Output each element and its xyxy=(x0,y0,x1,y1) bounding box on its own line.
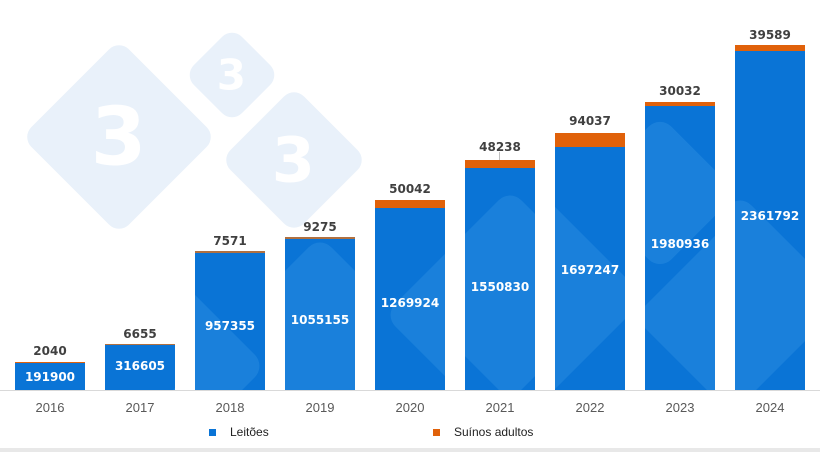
value-label-leitoes: 957355 xyxy=(204,319,256,333)
value-label-leitoes: 191900 xyxy=(24,370,76,384)
x-axis-line xyxy=(0,390,820,391)
x-tick-label: 2016 xyxy=(35,400,65,415)
bar-segment-leitoes xyxy=(735,51,805,390)
bar-segment-leitoes xyxy=(285,239,355,390)
bar-segment-leitoes xyxy=(555,147,625,390)
x-tick-label: 2021 xyxy=(485,400,515,415)
value-label-adultos: 9275 xyxy=(303,220,337,234)
watermark-logo-large: 3 xyxy=(21,39,217,235)
bar-2024[interactable]: 2361792 xyxy=(735,45,805,390)
bar-2022[interactable]: 1697247 xyxy=(555,133,625,390)
legend-item-adultos[interactable]: Suínos adultos xyxy=(433,425,533,439)
bar-segment-leitoes xyxy=(375,208,445,390)
value-label-leitoes: 2361792 xyxy=(740,209,800,223)
value-label-adultos: 39589 xyxy=(749,28,791,42)
bar-segment-adultos xyxy=(735,45,805,51)
bottom-divider xyxy=(0,448,820,452)
bar-2016[interactable]: 191900 xyxy=(15,362,85,390)
bar-segment-leitoes xyxy=(465,168,535,390)
x-tick-label: 2020 xyxy=(395,400,425,415)
legend-label: Suínos adultos xyxy=(454,425,534,439)
value-label-adultos: 50042 xyxy=(389,182,431,196)
value-label-adultos: 30032 xyxy=(659,84,701,98)
x-tick-label: 2019 xyxy=(305,400,335,415)
x-tick-label: 2024 xyxy=(755,400,785,415)
bar-segment-adultos xyxy=(105,344,175,345)
bar-segment-adultos xyxy=(15,362,85,363)
leader-line xyxy=(499,152,500,160)
bar-2017[interactable]: 316605 xyxy=(105,344,175,390)
bar-2019[interactable]: 1055155 xyxy=(285,237,355,390)
bar-2018[interactable]: 957355 xyxy=(195,251,265,390)
bar-segment-adultos xyxy=(645,102,715,106)
bar-2021[interactable]: 1550830 xyxy=(465,160,535,390)
value-label-leitoes: 1550830 xyxy=(470,280,530,294)
bar-segment-adultos xyxy=(375,200,445,208)
bar-segment-leitoes xyxy=(195,253,265,390)
legend-swatch-blue-icon xyxy=(209,428,216,436)
value-label-adultos: 2040 xyxy=(33,344,67,358)
value-label-leitoes: 1697247 xyxy=(560,263,620,277)
value-label-adultos: 7571 xyxy=(213,234,247,248)
bar-segment-leitoes xyxy=(645,106,715,390)
bar-segment-adultos xyxy=(465,160,535,168)
value-label-adultos: 94037 xyxy=(569,114,611,128)
bar-2020[interactable]: 1269924 xyxy=(375,200,445,390)
legend-item-leitoes[interactable]: Leitões xyxy=(209,425,269,439)
bar-segment-leitoes xyxy=(15,363,85,390)
value-label-adultos: 48238 xyxy=(479,140,521,154)
x-tick-label: 2017 xyxy=(125,400,155,415)
x-tick-label: 2023 xyxy=(665,400,695,415)
value-label-leitoes: 1980936 xyxy=(650,237,710,251)
value-label-leitoes: 1055155 xyxy=(290,313,350,327)
legend-label: Leitões xyxy=(230,425,269,439)
bar-segment-adultos xyxy=(555,133,625,147)
bar-segment-adultos xyxy=(285,237,355,239)
legend-swatch-orange-icon xyxy=(433,428,440,436)
value-label-adultos: 6655 xyxy=(123,327,157,341)
bar-2023[interactable]: 1980936 xyxy=(645,102,715,390)
x-tick-label: 2018 xyxy=(215,400,245,415)
bar-segment-leitoes xyxy=(105,345,175,390)
watermark-logo-small: 3 xyxy=(183,26,281,124)
value-label-leitoes: 316605 xyxy=(114,359,166,373)
x-tick-label: 2022 xyxy=(575,400,605,415)
bar-segment-adultos xyxy=(195,251,265,253)
value-label-leitoes: 1269924 xyxy=(380,296,440,310)
